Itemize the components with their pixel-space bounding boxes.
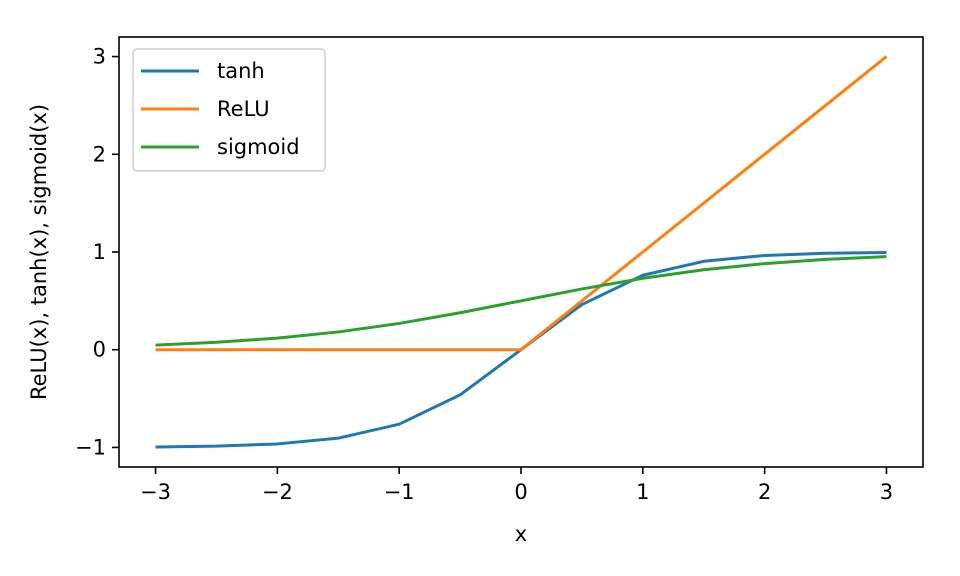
legend-label-tanh: tanh bbox=[217, 59, 265, 83]
legend-entries: tanh ReLU sigmoid bbox=[141, 59, 300, 159]
legend-label-relu: ReLU bbox=[217, 97, 270, 121]
x-tick-label: −2 bbox=[262, 480, 293, 504]
legend: tanh ReLU sigmoid bbox=[132, 48, 326, 172]
series-line-sigmoid bbox=[155, 255, 887, 347]
plot-lines bbox=[155, 55, 888, 449]
x-tick-label: 0 bbox=[514, 480, 527, 504]
y-axis-ticks: −1 0 1 2 3 bbox=[75, 45, 119, 459]
legend-box bbox=[132, 48, 326, 172]
x-axis-label: x bbox=[515, 522, 527, 546]
y-tick-label: 1 bbox=[93, 240, 106, 264]
x-tick-label: 3 bbox=[880, 480, 893, 504]
x-tick-label: 2 bbox=[758, 480, 771, 504]
x-tick-label: −1 bbox=[384, 480, 415, 504]
y-tick-label: 3 bbox=[93, 45, 106, 69]
legend-label-sigmoid: sigmoid bbox=[217, 135, 300, 159]
x-axis-ticks: −3 −2 −1 0 1 2 3 bbox=[140, 467, 893, 504]
series-line-relu bbox=[155, 55, 888, 352]
y-axis-label: ReLU(x), tanh(x), sigmoid(x) bbox=[27, 104, 51, 400]
y-tick-label: −1 bbox=[75, 435, 106, 459]
x-tick-label: 1 bbox=[636, 480, 649, 504]
y-tick-label: 2 bbox=[93, 142, 106, 166]
y-tick-label: 0 bbox=[93, 338, 106, 362]
x-tick-label: −3 bbox=[140, 480, 171, 504]
